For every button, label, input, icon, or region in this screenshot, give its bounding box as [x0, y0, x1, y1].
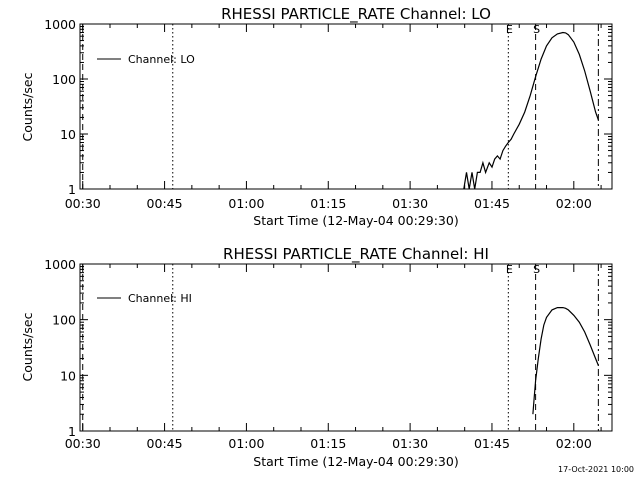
x-tick-label: 00:30 [65, 196, 101, 211]
footer-timestamp: 17-Oct-2021 10:00 [558, 465, 634, 474]
x-tick-label: 01:00 [228, 436, 264, 451]
x-axis-label: Start Time (12-May-04 00:29:30) [253, 213, 458, 228]
marker-label: E [506, 23, 513, 36]
x-tick-label: 00:45 [147, 196, 183, 211]
chart-panel-2: RHESSI PARTICLE_RATE Channel: HI 1 10 100 10… [20, 245, 613, 469]
y-axis-label: Counts/sec [20, 312, 35, 381]
series-line [463, 31, 599, 190]
y-tick-label: 100 [52, 313, 76, 328]
x-tick-label: 01:15 [310, 196, 346, 211]
x-tick-label: 01:00 [228, 196, 264, 211]
y-tick-label: 10 [60, 127, 76, 142]
x-tick-label: 02:00 [556, 436, 592, 451]
x-tick-label: 01:30 [392, 436, 428, 451]
legend-label: Channel: LO [128, 53, 195, 66]
chart-panel-1: RHESSI PARTICLE_RATE Channel: LO 1 10 100 10… [20, 5, 613, 228]
chart-title: RHESSI PARTICLE_RATE Channel: LO [221, 5, 491, 24]
x-tick-label: 00:30 [65, 436, 101, 451]
marker-label: S [533, 263, 540, 276]
x-axis-label: Start Time (12-May-04 00:29:30) [253, 454, 458, 469]
y-tick-label: 10 [60, 368, 76, 383]
x-tick-label: 01:15 [310, 436, 346, 451]
y-tick-label: 1000 [44, 17, 76, 32]
y-tick-label: 1000 [44, 257, 76, 272]
x-tick-label: 01:30 [392, 196, 428, 211]
x-tick-label: 01:45 [474, 196, 510, 211]
marker-label: E [506, 263, 513, 276]
y-tick-label: 1 [68, 424, 76, 439]
marker-label: S [533, 23, 540, 36]
plot-frame [79, 263, 613, 432]
legend-label: Channel: HI [128, 292, 192, 305]
chart-title: RHESSI PARTICLE_RATE Channel: HI [223, 245, 489, 264]
x-tick-label: 01:45 [474, 436, 510, 451]
x-tick-label: 00:45 [147, 436, 183, 451]
y-axis-label: Counts/sec [20, 72, 35, 141]
plot-frame [79, 23, 613, 190]
series-line [532, 307, 599, 415]
y-tick-label: 100 [52, 72, 76, 87]
x-tick-label: 02:00 [556, 196, 592, 211]
y-tick-label: 1 [68, 182, 76, 197]
